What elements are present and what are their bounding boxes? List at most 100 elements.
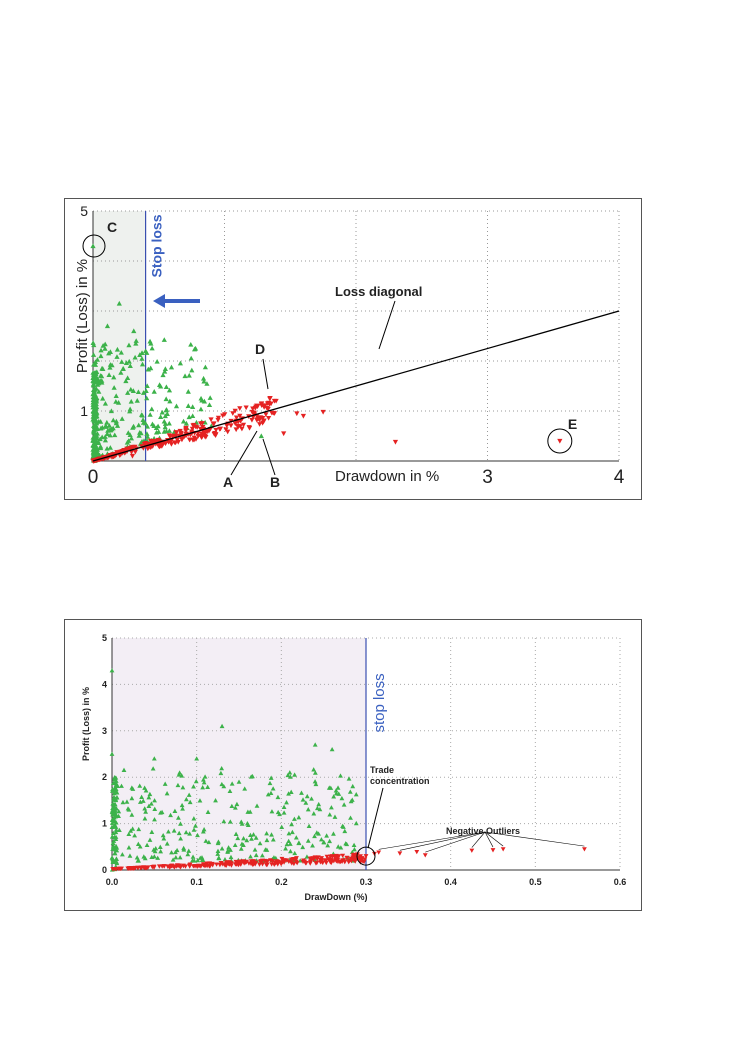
profit-point: [125, 390, 131, 395]
profit-point: [228, 854, 234, 860]
loss-point: [210, 863, 216, 868]
loss-point: [260, 415, 266, 421]
loss-point: [327, 854, 333, 859]
loss-point: [340, 853, 346, 859]
loss-point: [224, 862, 230, 867]
loss-point: [469, 848, 475, 853]
stop-loss-label: Stop loss: [149, 214, 165, 277]
profit-point: [177, 360, 184, 366]
profit-point: [338, 845, 344, 850]
profit-point: [176, 830, 182, 836]
profit-point: [178, 836, 184, 841]
profit-point: [144, 383, 150, 389]
profit-point: [98, 347, 104, 353]
profit-point: [250, 773, 255, 779]
loss-point: [358, 854, 363, 859]
x-axis-label: DrawDown (%): [305, 892, 368, 902]
loss-point: [307, 861, 313, 866]
profit-point: [163, 396, 169, 402]
profit-point: [130, 388, 136, 393]
profit-point: [116, 809, 122, 814]
profit-point: [109, 751, 115, 756]
profit-point: [151, 389, 157, 394]
loss-point: [217, 426, 224, 432]
profit-point: [159, 809, 165, 815]
negative-outliers-label: Negative Outliers: [446, 826, 520, 836]
profit-point: [204, 381, 210, 386]
profit-point: [185, 389, 191, 394]
loss-point: [141, 865, 147, 870]
profit-point: [201, 780, 207, 785]
profit-point: [125, 375, 131, 381]
profit-point: [128, 386, 134, 392]
loss-point: [286, 859, 292, 865]
profit-point: [127, 853, 133, 858]
profit-point: [134, 398, 140, 403]
profit-point: [141, 854, 147, 859]
outlier-pointer: [484, 831, 494, 848]
profit-point: [314, 830, 320, 835]
loss-point: [240, 422, 247, 428]
profit-point: [172, 808, 178, 813]
profit-point: [110, 846, 116, 851]
loss-point: [120, 448, 126, 454]
profit-point: [144, 423, 151, 429]
loss-point: [260, 858, 265, 863]
loss-point: [162, 441, 169, 447]
profit-point: [151, 854, 157, 859]
trade-concentration-pointer: [367, 787, 384, 849]
profit-point: [139, 361, 146, 367]
profit-point: [200, 829, 206, 834]
profit-point: [304, 854, 310, 859]
profit-point: [179, 773, 185, 778]
profit-point: [130, 423, 137, 429]
loss-point: [117, 866, 123, 872]
profit-point: [180, 806, 185, 811]
loss-point: [232, 421, 238, 427]
profit-point: [95, 382, 101, 387]
profit-point: [130, 826, 136, 831]
profit-point: [229, 803, 235, 809]
profit-point: [143, 348, 149, 354]
profit-point: [288, 848, 293, 854]
x-tick-label: 3: [482, 467, 493, 488]
profit-point: [287, 841, 293, 846]
profit-point: [286, 838, 292, 844]
profit-point: [93, 442, 99, 448]
profit-point: [191, 816, 197, 821]
loss-point: [179, 437, 185, 443]
profit-point: [236, 779, 242, 784]
profit-point: [336, 791, 342, 796]
loss-point: [244, 859, 250, 865]
loss-point: [338, 859, 344, 864]
profit-point: [185, 851, 191, 857]
profit-point: [173, 855, 179, 860]
profit-point: [92, 416, 98, 422]
profit-point: [180, 418, 187, 424]
profit-point: [119, 852, 125, 857]
loss-point: [263, 412, 269, 417]
profit-point: [292, 772, 298, 777]
profit-point: [197, 855, 203, 860]
loss-point: [271, 411, 278, 416]
profit-point: [164, 791, 170, 796]
profit-point: [285, 772, 291, 778]
loss-point: [213, 432, 219, 437]
profit-point: [245, 822, 251, 827]
profit-point: [91, 451, 97, 457]
profit-point: [107, 362, 114, 367]
profit-point: [99, 434, 105, 440]
loss-point: [256, 422, 263, 427]
profit-point: [291, 816, 297, 821]
loss-point: [582, 847, 587, 852]
profit-point: [128, 828, 134, 833]
profit-point: [232, 805, 238, 810]
profit-point: [197, 798, 203, 803]
profit-point: [191, 827, 197, 832]
y-tick-label: 5: [80, 203, 88, 219]
profit-point: [175, 782, 181, 788]
loss-point: [414, 849, 420, 855]
loss-point: [256, 417, 262, 423]
loss-point: [333, 853, 339, 859]
profit-point: [229, 781, 235, 786]
